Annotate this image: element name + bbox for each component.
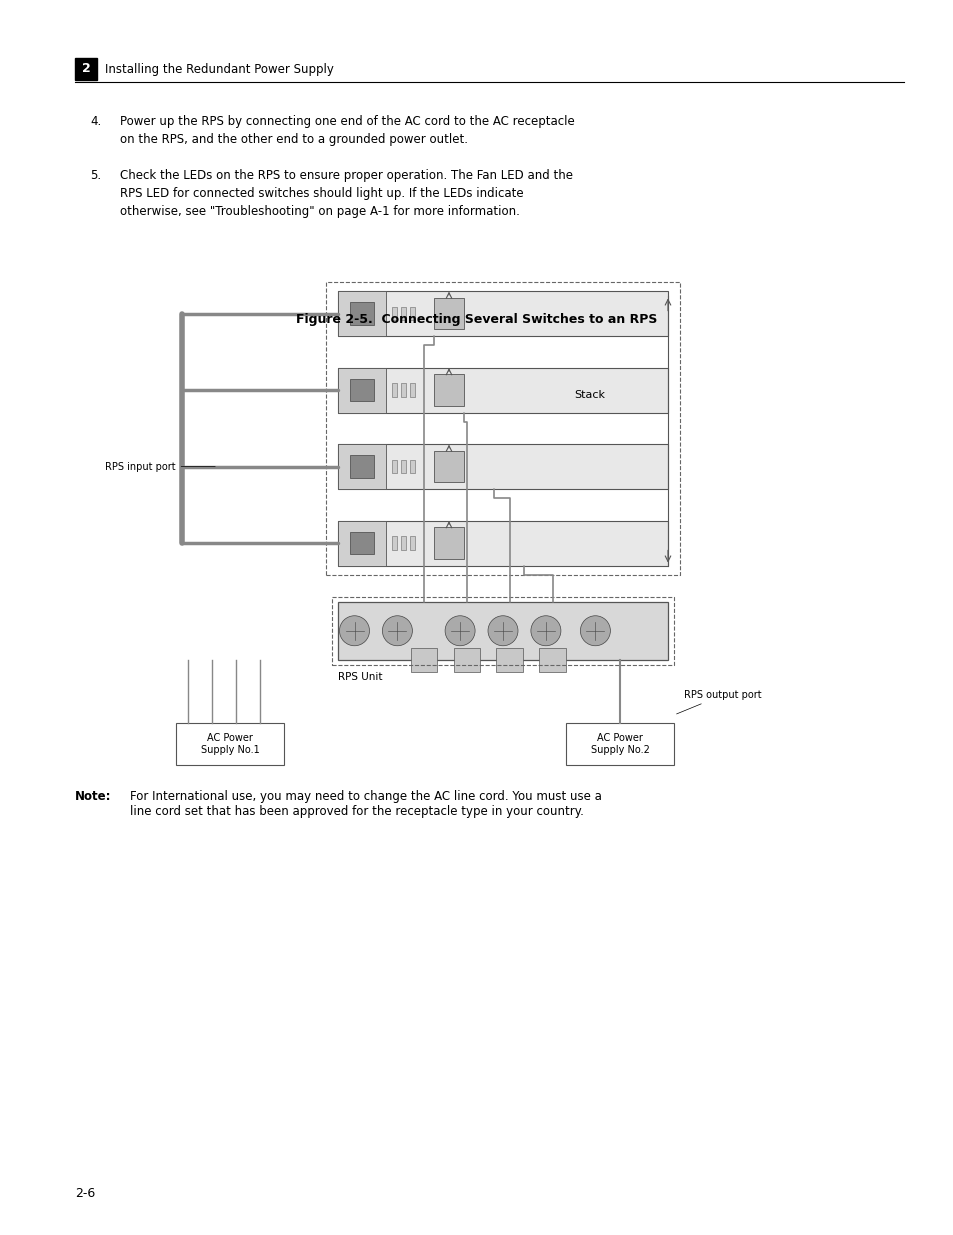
Text: For International use, you may need to change the AC line cord. You must use a
l: For International use, you may need to c… — [130, 790, 601, 818]
FancyBboxPatch shape — [453, 648, 479, 672]
FancyBboxPatch shape — [350, 379, 374, 401]
Bar — [400, 459, 405, 473]
Bar — [400, 306, 405, 320]
Circle shape — [382, 616, 412, 646]
Text: RPS output port: RPS output port — [676, 690, 760, 714]
FancyBboxPatch shape — [337, 291, 667, 336]
Circle shape — [488, 616, 517, 646]
FancyBboxPatch shape — [337, 601, 667, 659]
Circle shape — [530, 616, 560, 646]
Bar — [410, 306, 415, 320]
FancyBboxPatch shape — [337, 520, 386, 566]
Circle shape — [579, 616, 610, 646]
FancyBboxPatch shape — [565, 722, 673, 764]
Text: Note:: Note: — [75, 790, 112, 803]
Text: AC Power
Supply No.2: AC Power Supply No.2 — [590, 734, 649, 755]
FancyBboxPatch shape — [337, 368, 667, 412]
Circle shape — [445, 616, 475, 646]
FancyBboxPatch shape — [350, 532, 374, 555]
Bar — [332, 597, 673, 664]
FancyBboxPatch shape — [410, 648, 436, 672]
Text: RPS input port: RPS input port — [105, 462, 215, 472]
FancyBboxPatch shape — [175, 722, 284, 764]
Text: 4.: 4. — [90, 115, 101, 128]
FancyBboxPatch shape — [75, 58, 97, 80]
Text: Check the LEDs on the RPS to ensure proper operation. The Fan LED and the: Check the LEDs on the RPS to ensure prop… — [120, 169, 573, 182]
FancyBboxPatch shape — [434, 374, 463, 406]
FancyBboxPatch shape — [337, 291, 386, 336]
FancyBboxPatch shape — [434, 451, 463, 482]
Text: Figure 2-5.  Connecting Several Switches to an RPS: Figure 2-5. Connecting Several Switches … — [296, 312, 657, 326]
Bar — [410, 383, 415, 396]
Text: otherwise, see "Troubleshooting" on page A-1 for more information.: otherwise, see "Troubleshooting" on page… — [120, 205, 519, 219]
Text: RPS Unit: RPS Unit — [337, 672, 382, 682]
Bar — [410, 536, 415, 550]
Text: 5.: 5. — [90, 169, 101, 182]
FancyBboxPatch shape — [337, 445, 386, 489]
Bar — [392, 306, 396, 320]
Text: 2: 2 — [82, 63, 91, 75]
FancyBboxPatch shape — [496, 648, 522, 672]
Bar — [400, 383, 405, 396]
Text: 2-6: 2-6 — [75, 1187, 95, 1200]
FancyBboxPatch shape — [434, 298, 463, 330]
Text: AC Power
Supply No.1: AC Power Supply No.1 — [200, 734, 259, 755]
FancyBboxPatch shape — [337, 520, 667, 566]
Bar — [392, 536, 396, 550]
FancyBboxPatch shape — [350, 303, 374, 325]
FancyBboxPatch shape — [350, 456, 374, 478]
FancyBboxPatch shape — [337, 368, 386, 412]
Text: Stack: Stack — [574, 389, 605, 399]
Text: RPS LED for connected switches should light up. If the LEDs indicate: RPS LED for connected switches should li… — [120, 186, 523, 200]
Circle shape — [339, 616, 369, 646]
FancyBboxPatch shape — [538, 648, 565, 672]
Bar — [392, 459, 396, 473]
Bar — [400, 536, 405, 550]
Bar — [410, 459, 415, 473]
Bar — [392, 383, 396, 396]
FancyBboxPatch shape — [434, 527, 463, 558]
Text: Power up the RPS by connecting one end of the AC cord to the AC receptacle: Power up the RPS by connecting one end o… — [120, 115, 574, 128]
Text: Installing the Redundant Power Supply: Installing the Redundant Power Supply — [105, 63, 334, 75]
Bar — [326, 282, 679, 574]
Text: on the RPS, and the other end to a grounded power outlet.: on the RPS, and the other end to a groun… — [120, 133, 468, 146]
FancyBboxPatch shape — [337, 445, 667, 489]
